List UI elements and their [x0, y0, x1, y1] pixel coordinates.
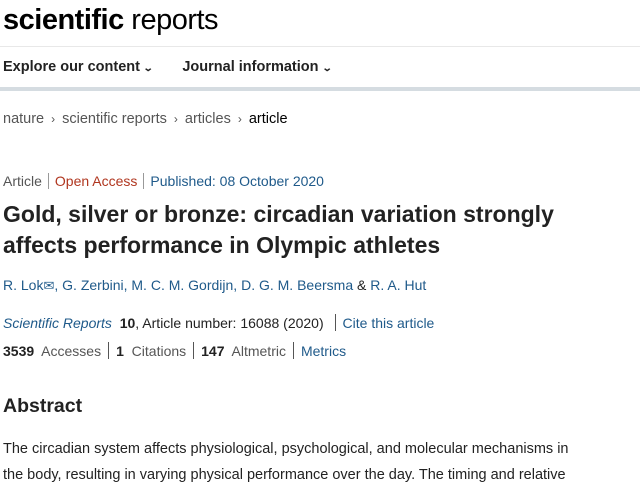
divider [108, 342, 110, 359]
altmetric-label: Altmetric [231, 343, 286, 359]
journal-logo[interactable]: scientific reports [3, 4, 219, 36]
open-access-badge: Open Access [54, 173, 138, 189]
altmetric-count: 147 [201, 343, 225, 359]
article-meta: Article Open Access Published: 08 October … [3, 173, 324, 189]
mail-icon[interactable]: ✉ [43, 278, 55, 293]
breadcrumb: nature › scientific reports › articles › artic… [3, 111, 288, 127]
breadcrumb-scientific-reports[interactable]: scientific reports [62, 111, 167, 127]
breadcrumb-article: article [248, 111, 288, 127]
abstract-line: The circadian system affects physiologic… [3, 441, 569, 457]
author-separator: & [357, 277, 367, 293]
chevron-right-icon: › [237, 112, 242, 126]
article-metrics: 3539 Accesses 1 Citations 147 Altmetric Met… [3, 342, 346, 359]
logo-rest: reports [131, 4, 219, 36]
abstract-text: The circadian system affects physiologic… [3, 436, 640, 488]
divider [334, 314, 336, 331]
accesses-count: 3539 [3, 343, 35, 359]
abstract-line: the body, resulting in varying physical … [3, 467, 566, 483]
journal-name[interactable]: Scientific Reports [3, 315, 112, 331]
nav-explore-content[interactable]: Explore our content ⌄ [3, 59, 154, 75]
abstract-heading: Abstract [3, 395, 83, 417]
cite-this-article-link[interactable]: Cite this article [342, 315, 435, 331]
citations-count: 1 [116, 343, 124, 359]
article-title: Gold, silver or bronze: circadian variat… [3, 201, 554, 258]
nav-label: Explore our content [3, 59, 140, 75]
divider [193, 342, 195, 359]
published-date: Published: 08 October 2020 [150, 173, 324, 189]
logo-bold: scientific [3, 4, 124, 36]
nav-journal-information[interactable]: Journal information ⌄ [182, 59, 333, 75]
divider [292, 342, 294, 359]
article-type: Article [3, 173, 42, 189]
breadcrumb-articles[interactable]: articles [184, 111, 231, 127]
nav-label: Journal information [182, 59, 319, 75]
chevron-down-icon: ⌄ [321, 63, 333, 74]
author-link[interactable]: R. Lok [3, 277, 44, 293]
breadcrumb-nature[interactable]: nature [3, 111, 45, 127]
divider [47, 173, 49, 189]
accesses-label: Accesses [41, 343, 102, 359]
citations-label: Citations [131, 343, 187, 359]
chevron-down-icon: ⌄ [142, 63, 154, 74]
main-nav: Explore our content ⌄ Journal information… [0, 47, 640, 91]
author-links[interactable]: , G. Zerbini, M. C. M. Gordijn, D. G. M.… [54, 277, 354, 293]
site-header: scientific reports [0, 0, 640, 47]
divider [143, 173, 145, 189]
chevron-right-icon: › [173, 112, 178, 126]
citation-line: Scientific Reports 10, Article number: 1… [3, 314, 434, 331]
article-number: , Article number: 16088 (2020) [135, 315, 324, 331]
author-list: R. Lok✉, G. Zerbini, M. C. M. Gordijn, D… [3, 277, 426, 294]
metrics-link[interactable]: Metrics [300, 343, 347, 359]
volume: 10 [119, 315, 136, 331]
chevron-right-icon: › [51, 112, 56, 126]
author-link[interactable]: R. A. Hut [370, 277, 427, 293]
